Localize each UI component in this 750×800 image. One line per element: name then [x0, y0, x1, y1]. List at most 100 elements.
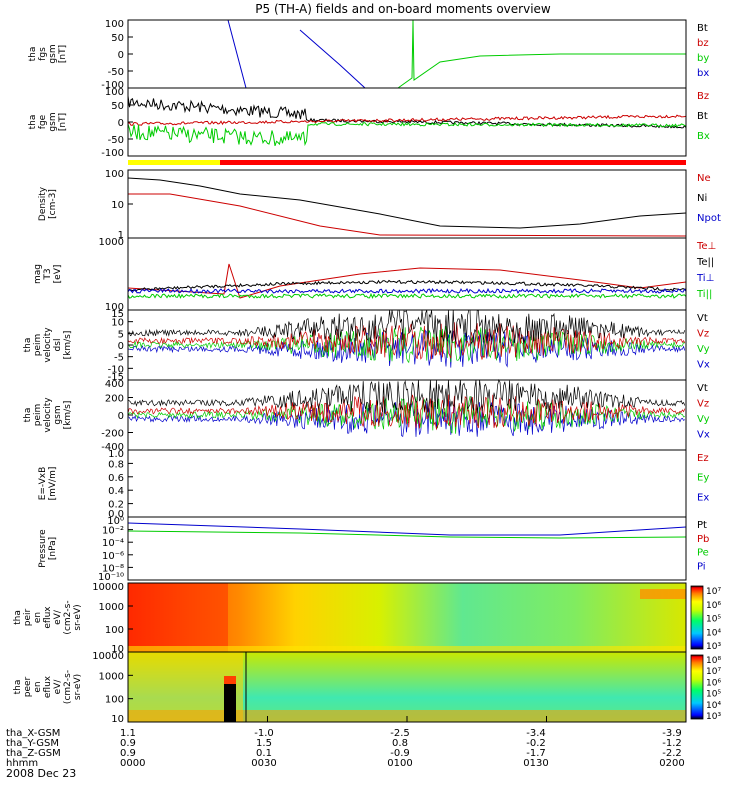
y-tick-label: 0.0: [108, 509, 124, 520]
colorbar-tick-label: 10⁴: [706, 701, 721, 711]
legend-bz: Bz: [697, 91, 709, 102]
y-tick-label: -100: [101, 148, 124, 159]
x-column-value: 1.1: [120, 728, 136, 739]
y-tick-label: 0: [118, 341, 124, 352]
panel-fgs-gsm: 100 50 0 -50 -100 thafgsgsm[nT] Bt bz by bx: [28, 19, 709, 91]
y-tick-label: 10000: [92, 651, 124, 662]
legend-pi: Pi: [697, 561, 706, 572]
ni-trace: [127, 177, 687, 229]
ion-low-energy-band: [128, 646, 686, 652]
y-axis-label: thapeimvelocitydsl[km/s]: [23, 327, 73, 363]
panel-frame: [127, 237, 687, 311]
x-column-value: 0200: [659, 758, 684, 769]
y-tick-label: 50: [111, 33, 124, 44]
y-tick-label: -5: [114, 353, 124, 364]
panels: 100500-50-100thafgsgsm[nT]Btbzbybx100500…: [13, 19, 721, 725]
legend-ey: Ey: [697, 473, 709, 484]
y-tick-label: -10: [108, 364, 124, 375]
y-axis-label: thapeerenefluxeV/(cm2-s-sr-eV): [13, 670, 83, 704]
x-row-label: tha_X-GSM: [6, 728, 60, 739]
mode-bar-fast: [220, 160, 686, 165]
legend-vx: Vx: [697, 430, 710, 441]
mode-bar-slow: [128, 160, 220, 165]
colorbar-tick-label: 10³: [706, 642, 721, 652]
x-column-value: -0.9: [390, 748, 410, 759]
y-axis-label: Pressure[nPa]: [38, 529, 58, 568]
panel-peir-energy: 10⁷ 10⁶ 10⁵ 10⁴ 10³ 10000 1000 100 10 thapeirenef…: [13, 582, 721, 655]
legend-ti||: Ti||: [696, 289, 712, 300]
legend-bt: Bt: [697, 23, 708, 34]
colorbar-tick-label: 10⁴: [706, 628, 721, 638]
y-tick-label: 100: [105, 169, 124, 180]
pi-trace: [127, 522, 687, 536]
y-tick-label: 200: [105, 394, 124, 405]
y-tick-label: 10: [111, 318, 124, 329]
date-label: 2008 Dec 23: [6, 767, 76, 780]
y-tick-label: -15: [108, 372, 124, 383]
x-column-value: 0.9: [120, 738, 136, 749]
ne-trace: [128, 193, 687, 237]
legend-bx: Bx: [697, 131, 710, 142]
legend-vt: Vt: [697, 313, 708, 324]
legend-te⊥: Te⊥: [696, 241, 716, 252]
te-par-trace: [127, 279, 687, 292]
legend-pb: Pb: [697, 534, 709, 545]
y-axis-label: thafgsgsm[nT]: [28, 44, 68, 63]
y-tick-label: 0: [118, 118, 124, 129]
y-tick-label: 0.2: [108, 500, 124, 511]
y-tick-label: -200: [101, 429, 124, 440]
y-axis-label: thafgegsm[nT]: [28, 112, 68, 131]
y-tick-label: 1000: [99, 602, 124, 613]
x-column-value: 0130: [523, 758, 548, 769]
legend-bt: Bt: [697, 111, 708, 122]
legend-ex: Ex: [697, 492, 709, 503]
vy-trace: [127, 325, 685, 364]
x-column-value: -3.4: [526, 728, 546, 739]
x-column-value: -1.7: [526, 748, 546, 759]
panel-temperature: 1000 100 magT3[eV] Te⊥ Te|| Ti⊥ Ti||: [33, 237, 716, 313]
y-tick-label: 0.4: [108, 486, 124, 497]
legend-by: by: [697, 53, 709, 64]
y-tick-label: -100: [101, 80, 124, 91]
pe-trace: [127, 530, 687, 539]
legend-ez: Ez: [697, 453, 709, 464]
panel-frame: [127, 449, 687, 518]
y-tick-label: 10: [111, 714, 124, 725]
vt-trace: [127, 309, 686, 345]
y-tick-label: 10⁻²: [102, 526, 124, 537]
colorbar-tick-label: 10⁸: [706, 656, 721, 666]
legend-vy: Vy: [697, 414, 710, 425]
colorbar-tick-label: 10⁵: [706, 615, 721, 625]
y-tick-label: 10⁻⁸: [102, 563, 124, 574]
legend-bz: bz: [697, 38, 709, 49]
y-tick-label: 1.0: [108, 449, 124, 460]
ion-hot-region: [128, 583, 228, 652]
te-perp-trace: [127, 263, 687, 299]
electron-data-gap: [224, 682, 236, 722]
legend-ti⊥: Ti⊥: [696, 273, 714, 284]
y-tick-label: 0.8: [108, 459, 124, 470]
y-tick-label: 100: [105, 19, 124, 30]
bx-trace: [227, 19, 247, 89]
x-column-value: 0030: [251, 758, 276, 769]
legend-pe: Pe: [697, 548, 709, 559]
y-axis-label: Density[cm-3]: [38, 186, 58, 221]
x-column-value: 0.1: [256, 748, 272, 759]
colorbar-tick-label: 10³: [706, 712, 721, 722]
y-tick-label: 100: [105, 302, 124, 313]
colorbar-tick-label: 10⁶: [706, 601, 721, 611]
legend-te||: Te||: [696, 257, 714, 268]
x-row-label: tha_Y-GSM: [6, 738, 59, 749]
legend-bx: bx: [697, 68, 709, 79]
bz-trace: [127, 114, 687, 126]
x-column-value: -0.2: [526, 738, 546, 749]
legend-vz: Vz: [697, 329, 709, 340]
colorbar-tick-label: 10⁷: [706, 587, 721, 597]
y-tick-label: 1000: [99, 237, 124, 248]
by-trace: [397, 19, 686, 89]
x-column-value: 0.9: [120, 748, 136, 759]
x-row-label: hhmm: [6, 758, 38, 769]
ti-par-trace: [127, 292, 687, 299]
bt-trace: [127, 95, 687, 129]
y-tick-label: 10: [111, 200, 124, 211]
